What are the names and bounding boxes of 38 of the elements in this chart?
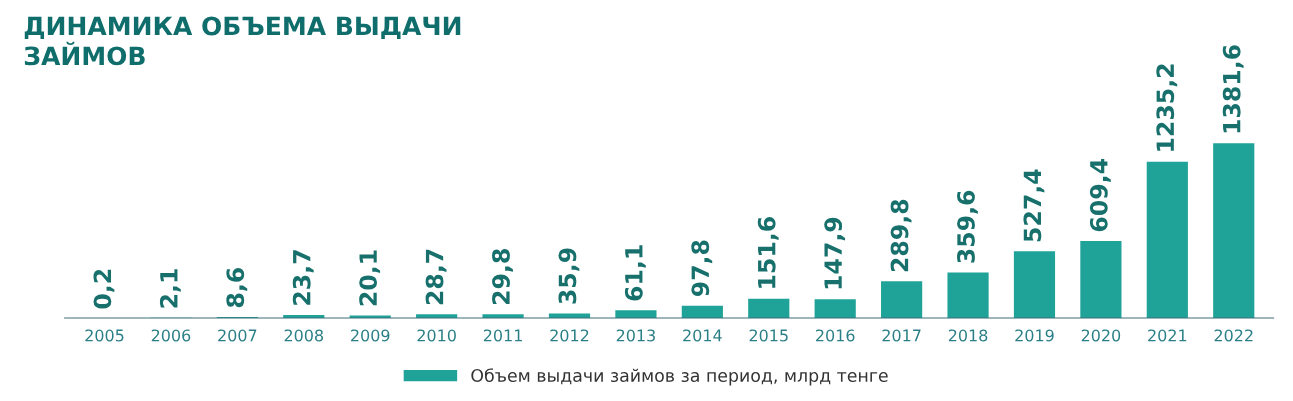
data-label: 2,1 (159, 269, 181, 308)
data-label: 359,6 (957, 190, 978, 263)
x-tick-label: 2013 (616, 329, 655, 342)
data-label: 289,8 (890, 199, 912, 272)
x-tick-label: 2012 (550, 329, 589, 342)
x-tick-label: 2010 (417, 329, 456, 342)
data-label: 20,1 (359, 250, 381, 306)
x-tick-label: 2021 (1148, 329, 1187, 342)
data-label: 97,8 (691, 240, 713, 297)
data-label: 609,4 (1089, 159, 1111, 232)
data-label: 35,9 (558, 248, 580, 304)
data-label: 1235,2 (1156, 64, 1178, 151)
data-label: 527,4 (1023, 169, 1045, 242)
data-label: 147,9 (824, 217, 846, 289)
data-label: 0,2 (93, 269, 115, 309)
x-tick-label: 2009 (351, 329, 390, 342)
x-tick-label: 2011 (483, 329, 522, 342)
data-label: 61,1 (624, 245, 646, 301)
data-label: 29,8 (492, 249, 513, 305)
x-tick-label: 2006 (151, 329, 191, 342)
data-label: 8,6 (226, 268, 248, 308)
data-label: 1381,6 (1222, 45, 1244, 133)
x-tick-label: 2005 (85, 329, 124, 342)
x-tick-label: 2019 (1015, 329, 1054, 342)
x-tick-label: 2007 (218, 329, 257, 342)
x-tick-label: 2016 (816, 329, 855, 342)
data-label: 28,7 (425, 249, 447, 305)
x-tick-label: 2017 (882, 329, 921, 342)
x-tick-label: 2018 (948, 329, 988, 342)
x-tick-label: 2022 (1214, 329, 1253, 342)
x-tick-label: 2020 (1081, 329, 1121, 342)
data-label: 151,6 (757, 217, 779, 288)
chart-title: ДИНАМИКА ОБЪЕМА ВЫДАЧИ ЗАЙМОВ (24, 16, 461, 66)
legend-label: Объем выдачи займов за период, млрд тенге (471, 368, 888, 386)
data-label: 23,7 (292, 250, 314, 305)
x-tick-label: 2014 (683, 329, 722, 342)
x-tick-label: 2008 (284, 329, 324, 342)
x-tick-label: 2015 (749, 329, 788, 342)
